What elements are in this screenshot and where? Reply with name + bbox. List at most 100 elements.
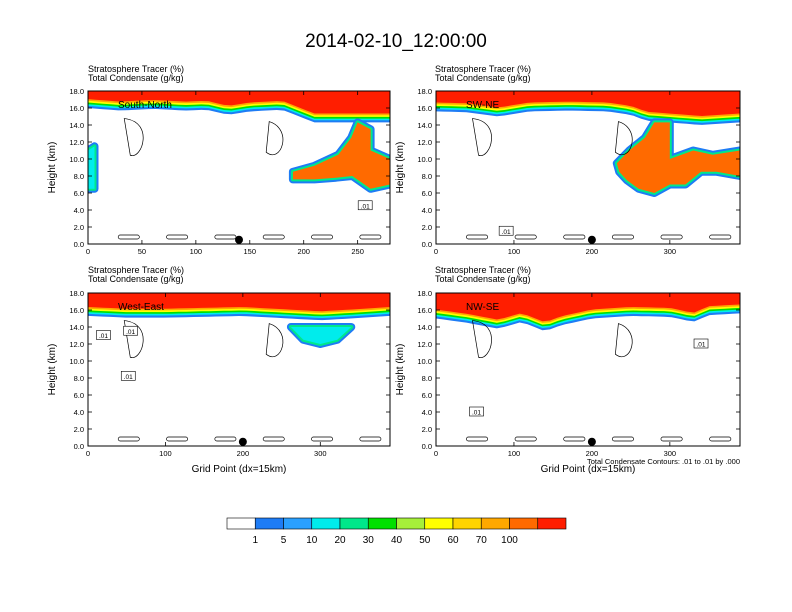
panel-south-north-plot: 0.0 2.0 4.0 6.0 8.0 10.0 12.0 14.0 16.0 18.0 0 50 10… bbox=[47, 87, 391, 256]
panel-west-east-plot: 0.0 2.0 4.0 6.0 8.0 10.0 12.0 14.0 16.0 18.0 0 100 2… bbox=[47, 289, 391, 475]
center-marker bbox=[238, 437, 247, 446]
contour-upper-cloud bbox=[472, 320, 492, 358]
panel-title-line2: Total Condensate (g/kg) bbox=[88, 73, 184, 83]
panel-title-line1: Stratosphere Tracer (%) bbox=[88, 64, 184, 74]
colorbar-label: 70 bbox=[476, 535, 488, 546]
x-tick-label: 100 bbox=[508, 247, 521, 256]
y-tick-label: 10.0 bbox=[69, 155, 84, 164]
colorbar-label: 50 bbox=[419, 535, 431, 546]
y-tick-label: 14.0 bbox=[69, 323, 84, 332]
contour-label: .01 bbox=[502, 229, 511, 236]
contour-low-cloud bbox=[709, 234, 732, 240]
y-tick-label: 6.0 bbox=[422, 391, 432, 400]
colorbar-swatch bbox=[283, 517, 313, 530]
y-tick-label: 6.0 bbox=[74, 391, 84, 400]
condensate-contours bbox=[466, 320, 732, 442]
y-tick-label: 12.0 bbox=[69, 340, 84, 349]
colorbar-label: 10 bbox=[306, 535, 318, 546]
contour-low-cloud bbox=[466, 234, 489, 240]
tracer-field bbox=[436, 293, 740, 446]
y-tick-label: 16.0 bbox=[417, 104, 432, 113]
contour-label: .01 bbox=[361, 203, 370, 210]
colorbar-swatch bbox=[396, 517, 426, 530]
tracer-band bbox=[436, 293, 740, 322]
y-tick-label: 16.0 bbox=[69, 104, 84, 113]
center-marker bbox=[235, 235, 243, 244]
y-tick-label: 16.0 bbox=[417, 306, 432, 315]
contour-low-cloud bbox=[214, 436, 237, 442]
y-tick-label: 4.0 bbox=[74, 206, 84, 215]
contour-low-cloud bbox=[311, 234, 333, 240]
y-tick-label: 0.0 bbox=[422, 240, 432, 249]
contour-label: .01 bbox=[472, 410, 481, 417]
contour-upper-cloud bbox=[614, 121, 633, 155]
colorbar-swatch bbox=[424, 517, 454, 530]
contour-low-cloud bbox=[262, 234, 285, 240]
colorbar-label: 20 bbox=[334, 535, 346, 546]
colorbar-label: 100 bbox=[501, 535, 518, 546]
panel-nw-se-plot: 0.0 2.0 4.0 6.0 8.0 10.0 12.0 14.0 16.0 18.0 0 100 2… bbox=[395, 289, 741, 475]
plot-frame bbox=[435, 292, 741, 447]
x-tick-label: 50 bbox=[138, 247, 146, 256]
y-axis-title: Height (km) bbox=[395, 142, 406, 194]
contour-low-cloud bbox=[660, 234, 683, 240]
panel-label: NW-SE bbox=[466, 302, 499, 313]
y-tick-label: 10.0 bbox=[417, 155, 432, 164]
y-tick-label: 12.0 bbox=[69, 138, 84, 147]
contour-low-cloud bbox=[117, 234, 140, 240]
contour-low-cloud bbox=[563, 436, 586, 442]
contour-low-cloud bbox=[466, 436, 489, 442]
colorbar-swatch bbox=[311, 517, 341, 530]
y-tick-label: 12.0 bbox=[417, 340, 432, 349]
contour-label: .01 bbox=[99, 333, 108, 340]
x-axis-title: Grid Point (dx=15km) bbox=[192, 464, 287, 475]
contour-low-cloud bbox=[262, 436, 285, 442]
y-tick-label: 18.0 bbox=[417, 289, 432, 298]
panel-title-line1: Stratosphere Tracer (%) bbox=[88, 265, 184, 275]
colorbar-label: 1 bbox=[252, 535, 258, 546]
tracer-band bbox=[88, 91, 390, 114]
y-tick-label: 18.0 bbox=[417, 87, 432, 96]
y-tick-label: 8.0 bbox=[422, 172, 432, 181]
y-tick-label: 0.0 bbox=[74, 240, 84, 249]
contour-label: .01 bbox=[126, 329, 135, 336]
x-tick-label: 100 bbox=[190, 247, 203, 256]
y-tick-label: 6.0 bbox=[74, 189, 84, 198]
x-tick-label: 300 bbox=[314, 449, 327, 458]
intrusion-core bbox=[616, 122, 740, 193]
x-tick-label: 200 bbox=[586, 449, 599, 458]
plot-frame bbox=[435, 90, 741, 245]
x-tick-label: 200 bbox=[297, 247, 310, 256]
contour-label-box bbox=[469, 406, 484, 417]
y-tick-label: 14.0 bbox=[417, 121, 432, 130]
y-tick-label: 16.0 bbox=[69, 306, 84, 315]
y-tick-label: 6.0 bbox=[422, 189, 432, 198]
y-tick-label: 8.0 bbox=[74, 374, 84, 383]
contour-low-cloud bbox=[359, 436, 382, 442]
colorbar: 1 5 10 20 30 40 50 60 70 100 bbox=[226, 517, 567, 546]
panel-title-line2: Total Condensate (g/kg) bbox=[435, 73, 531, 83]
x-tick-label: 0 bbox=[434, 247, 438, 256]
colorbar-swatch bbox=[254, 517, 284, 530]
x-tick-label: 300 bbox=[664, 247, 677, 256]
panel-label: West-East bbox=[118, 302, 164, 313]
tracer-band bbox=[436, 91, 740, 116]
panel-title-line1: Stratosphere Tracer (%) bbox=[435, 265, 531, 275]
center-marker bbox=[587, 437, 596, 446]
y-tick-label: 14.0 bbox=[69, 121, 84, 130]
y-tick-label: 18.0 bbox=[69, 87, 84, 96]
contour-label-box bbox=[357, 200, 373, 211]
tracer-field bbox=[88, 293, 390, 446]
contour-low-cloud bbox=[514, 436, 537, 442]
condensate-contours bbox=[117, 320, 382, 442]
y-axis-title: Height (km) bbox=[47, 142, 58, 194]
panel-title-line1: Stratosphere Tracer (%) bbox=[435, 64, 531, 74]
contour-low-cloud bbox=[311, 436, 333, 442]
contour-label-box bbox=[693, 338, 709, 349]
colorbar-swatch bbox=[480, 517, 510, 530]
intrusion-core bbox=[88, 146, 95, 189]
contour-label-box bbox=[120, 370, 136, 381]
colorbar-swatch bbox=[339, 517, 369, 530]
contour-upper-cloud bbox=[123, 320, 144, 358]
contour-upper-cloud bbox=[265, 323, 284, 357]
